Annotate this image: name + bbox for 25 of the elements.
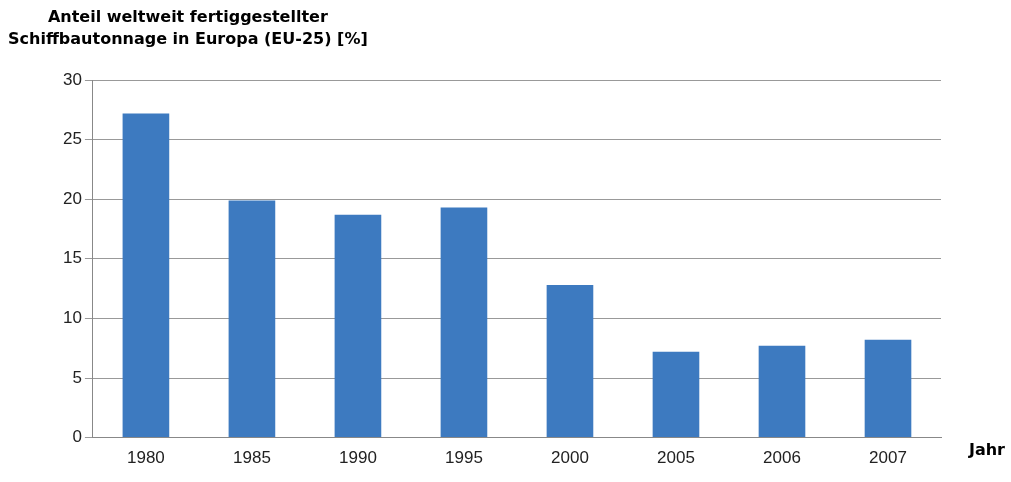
bar: [652, 351, 700, 438]
x-tick-label: 2006: [763, 448, 801, 468]
x-tick-label: 1995: [445, 448, 483, 468]
y-tick-label: 30: [62, 69, 82, 89]
x-tick-label: 2007: [869, 448, 907, 468]
x-tick-label: 2000: [551, 448, 589, 468]
bar: [864, 339, 912, 438]
bar: [546, 285, 594, 438]
y-tick-label: 15: [62, 248, 82, 268]
y-tick-label: 10: [62, 308, 82, 328]
y-tick-label: 25: [62, 129, 82, 149]
x-axis-title: Jahr: [968, 440, 1005, 459]
y-tick-label: 5: [72, 367, 82, 387]
bar: [122, 113, 170, 438]
y-tick-label: 20: [62, 188, 82, 208]
bar: [758, 345, 806, 438]
x-tick-label: 1980: [127, 448, 165, 468]
x-tick-label: 2005: [657, 448, 695, 468]
bar: [440, 207, 488, 438]
bar: [228, 200, 276, 438]
x-tick-label: 1990: [339, 448, 377, 468]
x-tick-label: 1985: [233, 448, 271, 468]
y-axis-title: Anteil weltweit fertiggestellter Schiffbautonnage in Europa (EU-25) [%]: [8, 6, 368, 50]
y-tick-label: 0: [72, 427, 82, 447]
bar: [334, 214, 382, 438]
